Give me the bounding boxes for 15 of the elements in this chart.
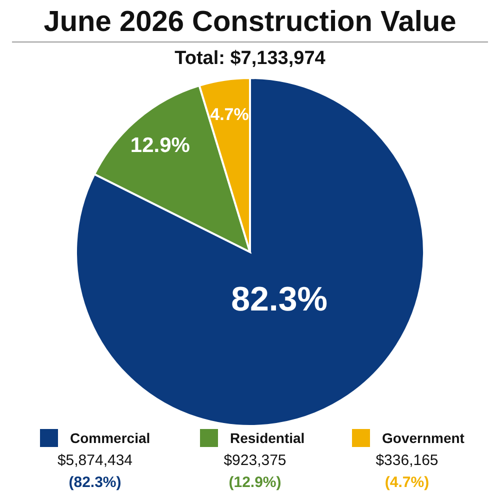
text: (82.3%) [68,474,122,491]
data-label: 82.3% [231,280,328,318]
data-label: 4.7% [210,104,249,124]
legend-label: Government [382,430,465,446]
data-label: 12.9% [130,134,190,158]
text: (4.7%) [384,474,430,491]
legend-label: Residential [230,430,305,446]
pie-slice [75,77,425,427]
text: $336,165 [376,452,438,469]
text: $5,874,434 [57,452,133,469]
text: $923,375 [224,452,286,469]
text: (12.9%) [228,474,282,491]
chart-subtitle: Total: $7,133,974 [174,48,326,69]
chart-title: June 2026 Construction Value [44,6,456,38]
legend-label: Commercial [70,430,150,446]
